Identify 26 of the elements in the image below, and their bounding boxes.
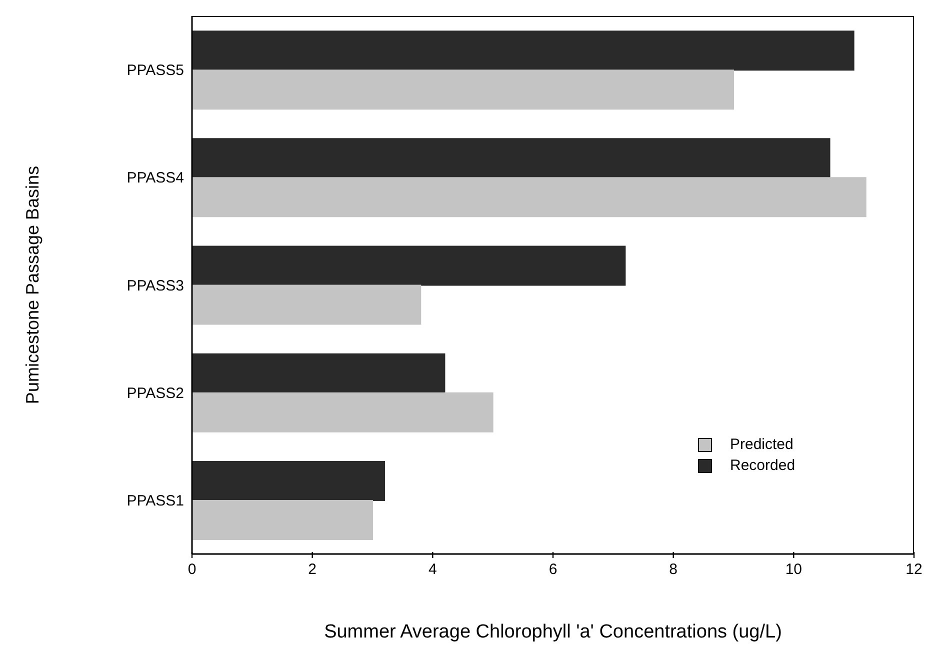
bar bbox=[192, 500, 373, 540]
x-tick-label: 4 bbox=[428, 561, 437, 578]
bar bbox=[192, 284, 422, 325]
bar bbox=[192, 30, 854, 71]
y-tick-label: PPASS1 bbox=[126, 492, 184, 510]
y-axis-title: Pumicestone Passage Basins bbox=[22, 166, 42, 404]
bar bbox=[192, 70, 734, 110]
bar bbox=[192, 353, 446, 394]
bar bbox=[192, 392, 494, 432]
x-tick-label: 6 bbox=[548, 561, 558, 578]
y-tick-label: PPASS3 bbox=[126, 277, 184, 294]
x-tick-label: 2 bbox=[308, 561, 317, 578]
x-tick-label: 12 bbox=[906, 561, 922, 578]
x-axis-title: Summer Average Chlorophyll 'a' Concentrations (ug/L) bbox=[324, 621, 782, 642]
bar bbox=[192, 246, 626, 286]
legend-label: Recorded bbox=[730, 457, 796, 474]
x-tick-label: 10 bbox=[785, 561, 802, 578]
legend-label: Predicted bbox=[730, 436, 794, 453]
x-tick-label: 8 bbox=[669, 561, 678, 578]
y-tick-label: PPASS4 bbox=[126, 170, 184, 187]
bar bbox=[192, 138, 830, 178]
x-tick-label: 0 bbox=[188, 561, 196, 578]
y-tick-label: PPASS2 bbox=[126, 384, 184, 402]
bar bbox=[192, 460, 386, 501]
y-tick-label: PPASS5 bbox=[126, 62, 184, 80]
bar bbox=[192, 177, 866, 218]
